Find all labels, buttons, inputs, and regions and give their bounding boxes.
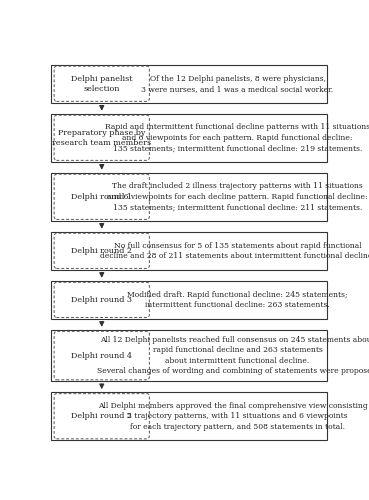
- Text: Delphi round 1: Delphi round 1: [71, 193, 132, 201]
- Text: Delphi round 5: Delphi round 5: [71, 412, 132, 420]
- FancyBboxPatch shape: [54, 282, 149, 318]
- Text: Delphi panelist
selection: Delphi panelist selection: [71, 74, 132, 93]
- Text: Delphi round 2: Delphi round 2: [71, 247, 132, 255]
- FancyBboxPatch shape: [54, 115, 149, 160]
- FancyBboxPatch shape: [51, 114, 327, 162]
- FancyBboxPatch shape: [54, 394, 149, 439]
- FancyBboxPatch shape: [51, 280, 327, 319]
- FancyBboxPatch shape: [51, 330, 327, 382]
- Text: All 12 Delphi panelists reached full consensus on 245 statements about
rapid fun: All 12 Delphi panelists reached full con…: [97, 336, 369, 375]
- Text: Of the 12 Delphi panelists, 8 were physicians,
3 were nurses, and 1 was a medica: Of the 12 Delphi panelists, 8 were physi…: [141, 74, 334, 93]
- Text: Delphi round 4: Delphi round 4: [71, 352, 132, 360]
- Text: Delphi round 3: Delphi round 3: [71, 296, 132, 304]
- FancyBboxPatch shape: [51, 172, 327, 221]
- FancyBboxPatch shape: [51, 64, 327, 103]
- FancyBboxPatch shape: [54, 174, 149, 220]
- FancyBboxPatch shape: [54, 66, 149, 102]
- Text: The draft included 2 illness trajectory patterns with 11 situations
and 6 viewpo: The draft included 2 illness trajectory …: [107, 182, 368, 211]
- Text: Rapid and intermittent functional decline patterns with 11 situations
and 6 view: Rapid and intermittent functional declin…: [105, 124, 369, 152]
- Text: All Delphi members approved the final comprehensive view consisting of
2 traject: All Delphi members approved the final co…: [98, 402, 369, 430]
- FancyBboxPatch shape: [51, 392, 327, 440]
- FancyBboxPatch shape: [54, 233, 149, 268]
- FancyBboxPatch shape: [54, 332, 149, 380]
- Text: Preparatory phase by
research team members: Preparatory phase by research team membe…: [52, 128, 151, 147]
- FancyBboxPatch shape: [51, 232, 327, 270]
- Text: Modified draft. Rapid functional decline: 245 statements;
intermittent functiona: Modified draft. Rapid functional decline…: [127, 290, 348, 309]
- Text: No full consensus for 5 of 135 statements about rapid functional
decline and 28 : No full consensus for 5 of 135 statement…: [100, 242, 369, 260]
